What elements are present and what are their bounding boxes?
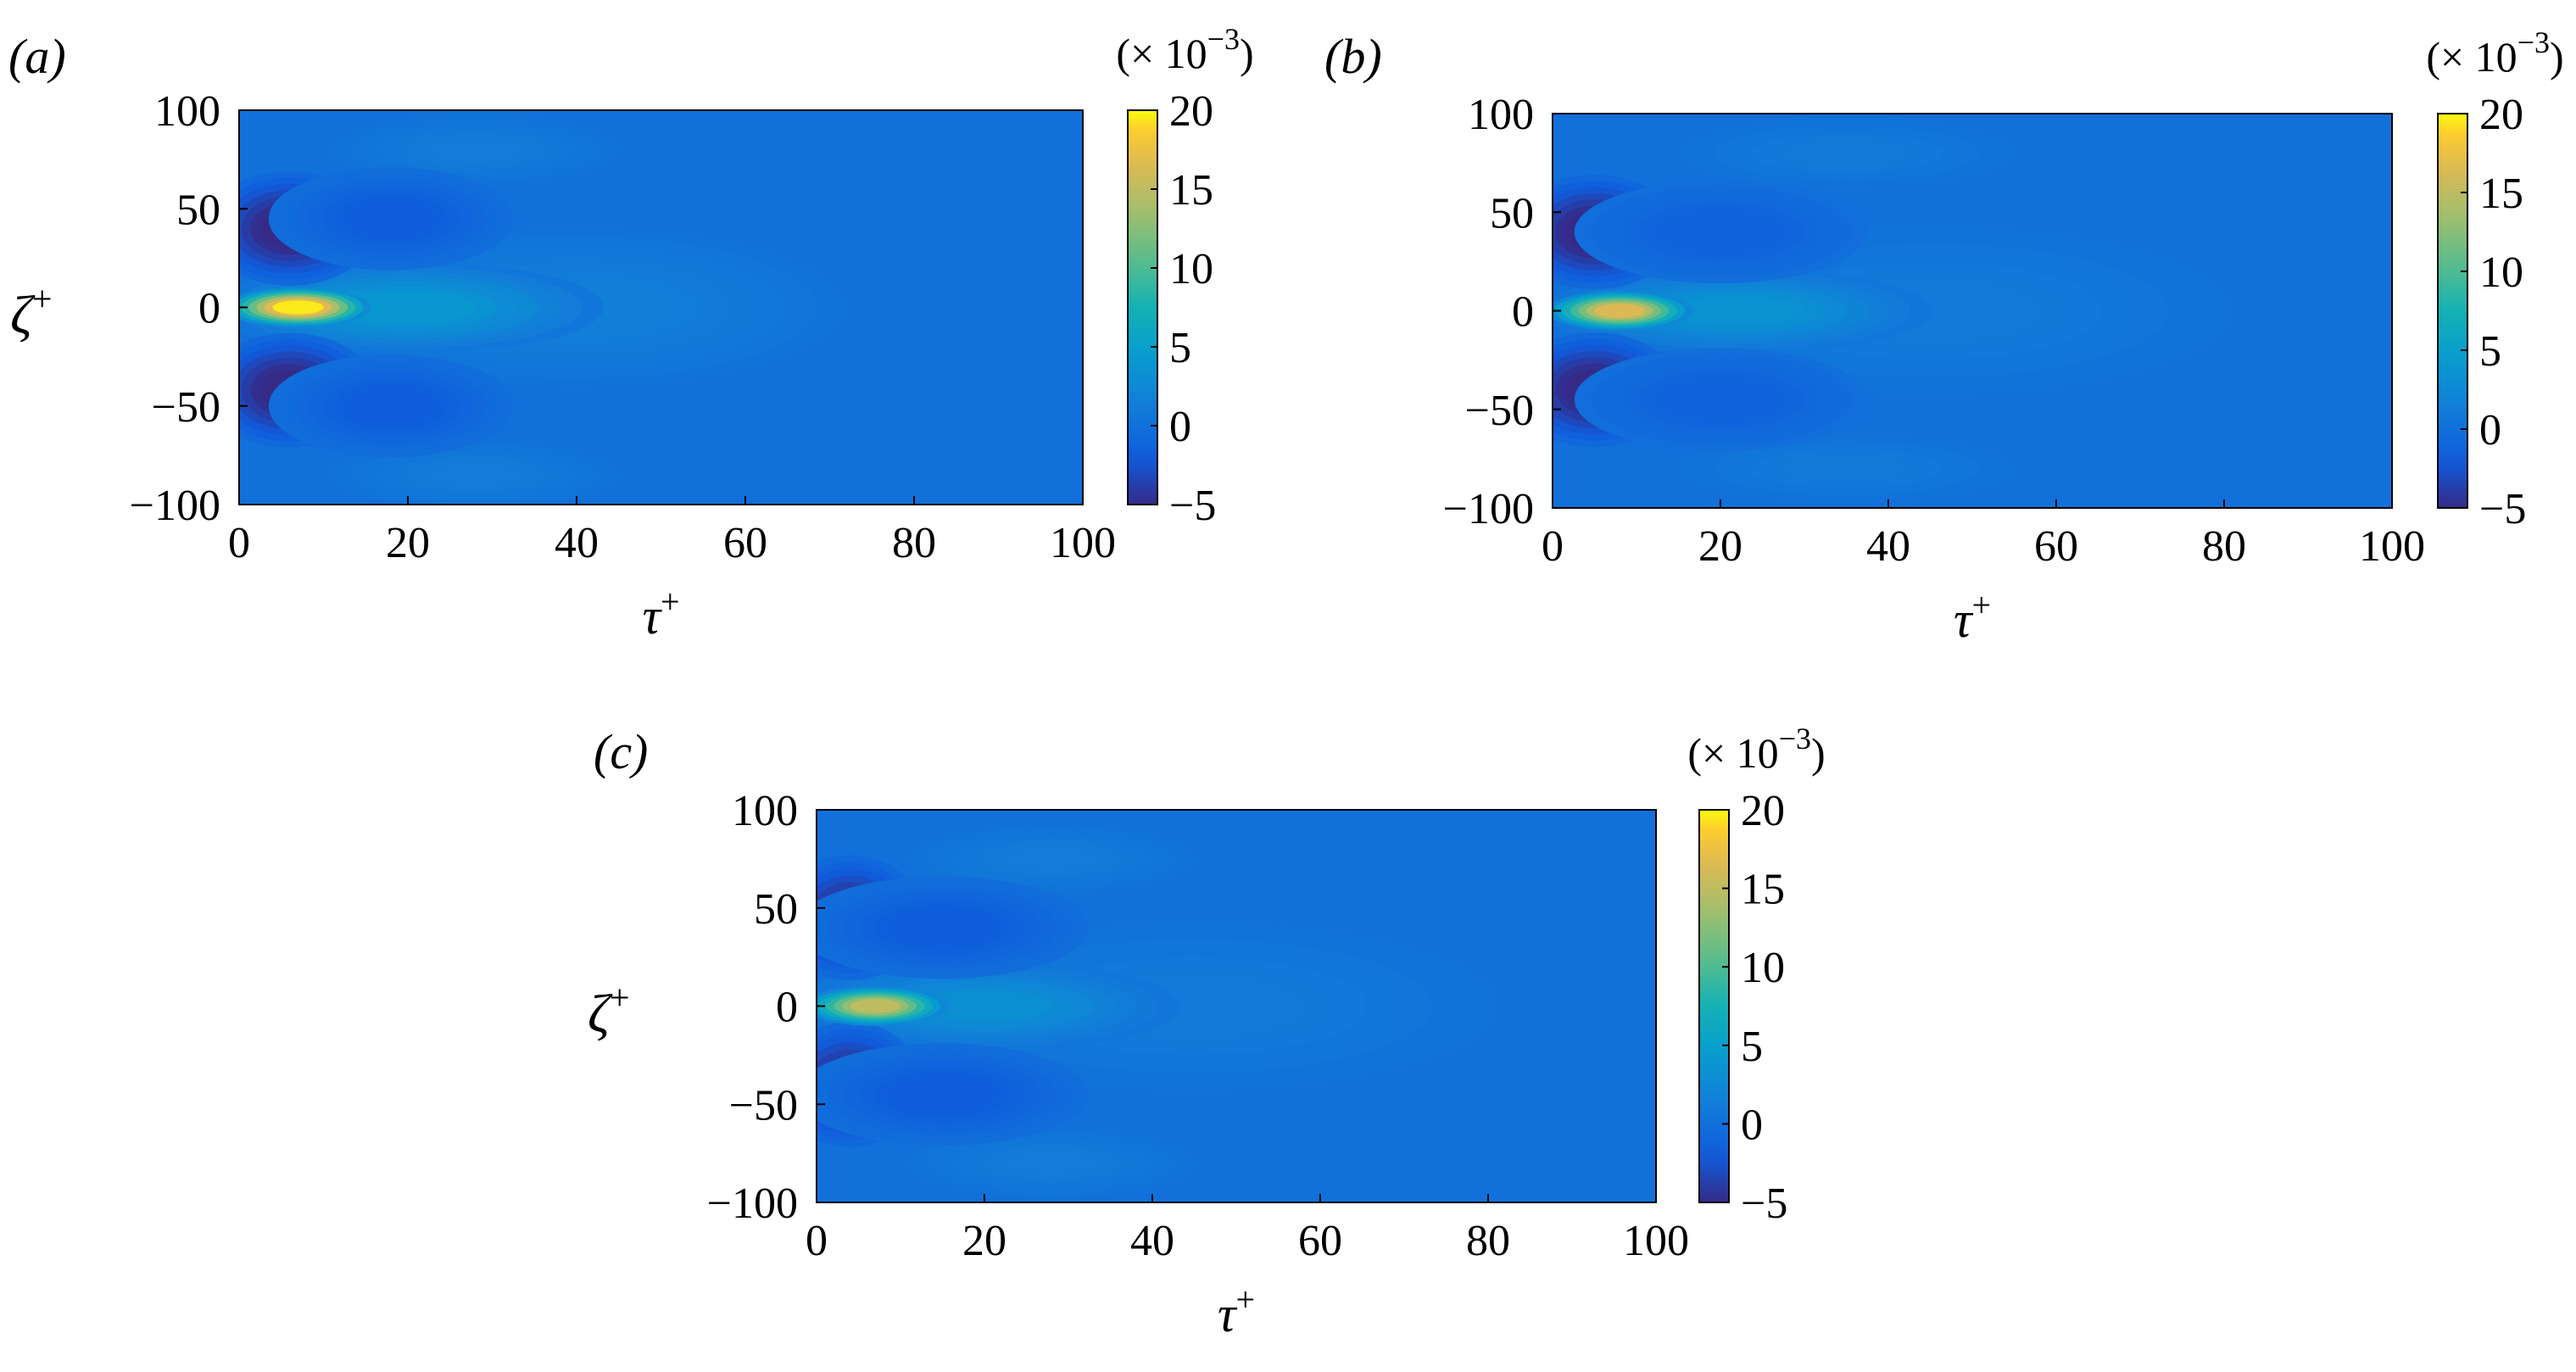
panel-label: (b) [1324,29,1382,84]
x-tick-label: 60 [723,519,767,567]
colorbar-tick-label: 20 [2479,91,2523,139]
colorbar-tick-label: 5 [1741,1023,1763,1071]
y-tick-label: 50 [1490,189,1534,237]
x-tick-label: 100 [2359,522,2425,571]
colorbar-tick-label: 20 [1169,87,1213,136]
y-tick-label: −50 [729,1081,798,1129]
heatmap-field [817,810,1656,1202]
heatmap-trough-level [348,388,434,424]
y-tick-label: −100 [707,1180,798,1228]
heatmap-trough-level [348,200,434,237]
colorbar-scale-label: (× 10−3) [1687,722,1825,777]
y-tick-label: −50 [1465,387,1534,435]
heatmap-field [1553,114,2392,508]
panel-label: (c) [594,724,648,779]
heatmap-ridge-level [1669,295,1806,326]
heatmap-weak-level [1000,1151,1103,1175]
y-tick-label: −100 [130,482,220,530]
colorbar-scale-label: (× 10−3) [2426,25,2563,81]
heatmap-weak-level [1787,456,1906,481]
x-tick-label: 100 [1050,519,1116,567]
y-tick-label: 100 [1468,91,1534,139]
colorbar-tick-label: 15 [1169,166,1213,215]
y-tick-label: 50 [176,186,220,234]
x-tick-label: 20 [1698,522,1742,571]
heatmap-peak-level [272,300,324,315]
colorbar-tick-label: 5 [2479,327,2501,376]
x-axis-label: τ+ [642,583,679,644]
heatmap-weak-level [424,137,527,162]
heatmap-trough-level [1669,381,1772,418]
x-tick-label: 80 [2202,522,2246,571]
y-tick-label: 0 [198,285,220,333]
heatmap-ridge-level [916,990,1053,1023]
y-tick-label: 0 [1512,288,1534,337]
colorbar-tick-label: −5 [1741,1180,1787,1228]
colorbar-tick-label: 10 [1741,944,1785,992]
heatmap-weak-level [1000,846,1103,871]
y-tick-label: 50 [754,885,798,934]
colorbar-tick-label: 0 [1169,403,1191,451]
x-tick-label: 80 [892,519,936,567]
heatmap-trough-level [891,909,994,946]
y-tick-label: 100 [732,787,798,835]
colorbar-gradient [1698,809,1730,1203]
heatmap-trough-level [1669,214,1772,250]
colorbar: −5 0 5 10 15 20 (× 10−3) [2426,25,2563,533]
y-tick-label: −50 [152,383,220,432]
panel-label: (a) [8,29,66,84]
x-tick-label: 40 [555,519,599,567]
heatmap-weak-level [424,462,527,488]
colorbar-tick-label: 15 [2479,170,2523,218]
colorbar: −5 0 5 10 15 20 (× 10−3) [1116,22,1253,530]
x-tick-label: 20 [962,1217,1006,1265]
colorbar-tick-label: −5 [2479,485,2526,533]
panel-1: (b)0 20 40 60 80 100−100−50050100τ+−505101520… [1324,25,2564,648]
x-tick-label: 60 [2034,522,2078,571]
colorbar-gradient [2437,113,2468,509]
colorbar-tick-label: 5 [1169,324,1191,372]
colorbar-tick-label: −5 [1169,482,1216,530]
colorbar-tick-label: 0 [2479,406,2501,455]
heatmap-ridge-level [339,291,477,324]
heatmap-trough-level [891,1076,994,1113]
panel-0: (a)0 20 40 60 80 100−100−50050100τ+ζ+−5051015… [8,22,1254,644]
colorbar-gradient [1127,109,1158,505]
heatmap-peak-level [1594,304,1646,318]
heatmap-peak-level [850,999,901,1013]
colorbar-tick-label: 0 [1741,1101,1763,1149]
x-tick-label: 20 [386,519,430,567]
y-tick-label: −100 [1443,485,1534,533]
colorbar: −5 0 5 10 15 20 (× 10−3) [1687,722,1825,1228]
x-tick-label: 0 [806,1217,828,1265]
y-tick-label: 0 [776,984,798,1032]
y-axis-label: ζ+ [588,979,630,1044]
x-tick-label: 40 [1130,1217,1174,1265]
colorbar-scale-label: (× 10−3) [1116,22,1253,77]
x-tick-label: 60 [1298,1217,1342,1265]
colorbar-tick-label: 15 [1741,866,1785,914]
colorbar-tick-label: 10 [2479,248,2523,297]
x-tick-label: 80 [1466,1217,1510,1265]
heatmap-field [239,110,1083,505]
colorbar-tick-label: 20 [1741,787,1785,835]
x-axis-label: τ+ [1218,1280,1255,1342]
y-tick-label: 100 [154,87,220,136]
x-axis-label: τ+ [1954,586,1991,648]
x-tick-label: 0 [228,519,250,567]
panel-2: (c)0 20 40 60 80 100−100−50050100τ+ζ+−5051015… [588,722,1826,1342]
colorbar-tick-label: 10 [1169,245,1213,293]
x-tick-label: 40 [1866,522,1910,571]
x-tick-label: 0 [1542,522,1564,571]
y-axis-label: ζ+ [10,281,53,345]
x-tick-label: 100 [1623,1217,1689,1265]
heatmap-weak-level [1787,141,1906,165]
